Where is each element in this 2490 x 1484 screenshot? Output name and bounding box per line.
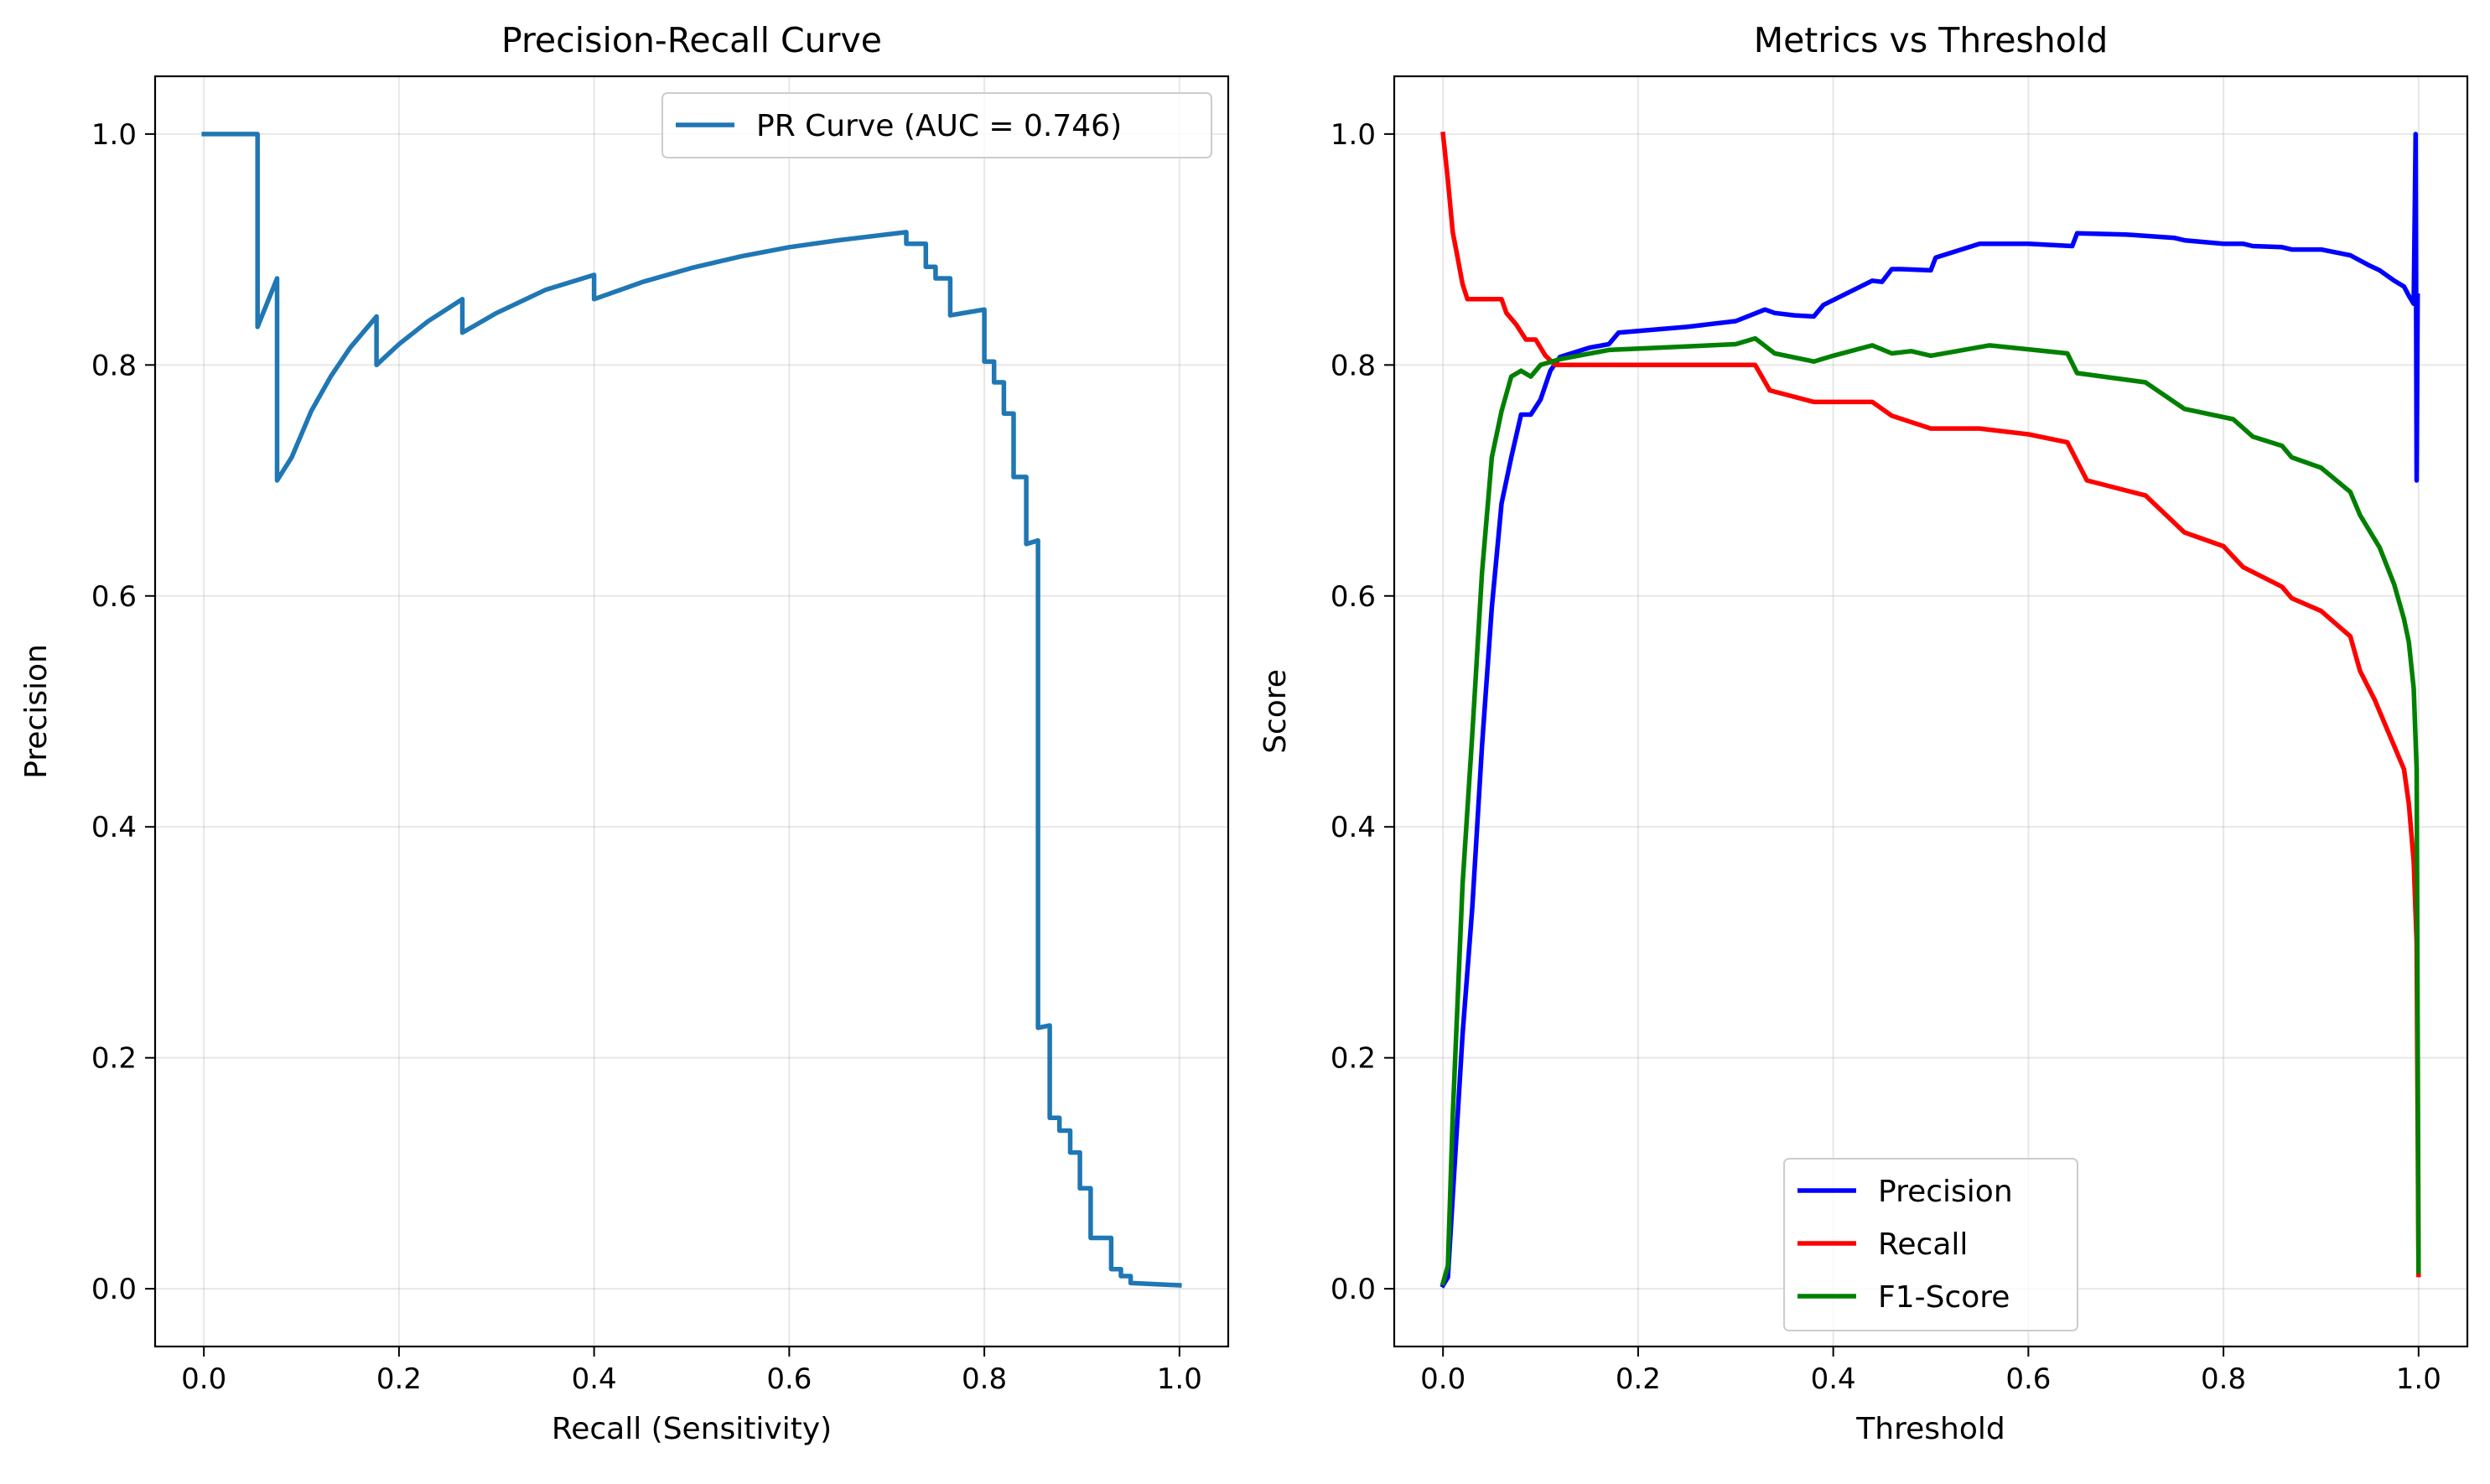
- pr-y-axis-label: Precision: [19, 644, 54, 779]
- pr-x-tick-label: 0.6: [766, 1362, 812, 1396]
- metrics-x-tick-label: 0.6: [2005, 1362, 2051, 1396]
- pr-x-tick-label: 0.4: [572, 1362, 617, 1396]
- pr-y-tick-label: 0.0: [91, 1273, 137, 1306]
- metrics-chart-title: Metrics vs Threshold: [1754, 20, 2109, 60]
- metrics-y-tick-label: 0.6: [1331, 580, 1376, 614]
- pr-y-tick-label: 0.8: [91, 349, 137, 382]
- metrics-x-tick-label: 0.8: [2201, 1362, 2246, 1396]
- pr-chart: 0.0 0.2 0.4 0.6 0.8 1.0 0.0 0.2 0.4 0.6 0.8 1.0 Prec…: [19, 20, 1230, 1446]
- metrics-legend-label-f1-score: F1-Score: [1878, 1280, 2010, 1315]
- metrics-y-tick-label: 0.0: [1331, 1273, 1376, 1306]
- pr-axes-frame: [153, 75, 1230, 1348]
- pr-x-tick-label: 0.2: [376, 1362, 422, 1396]
- metrics-x-tick-label: 0.0: [1420, 1362, 1465, 1396]
- metrics-legend-label-recall: Recall: [1878, 1227, 1968, 1262]
- metrics-y-tick-label: 0.4: [1331, 811, 1376, 844]
- metrics-x-tick-label: 0.4: [1811, 1362, 1856, 1396]
- pr-x-tick-label: 1.0: [1157, 1362, 1202, 1396]
- metrics-y-axis-label: Score: [1258, 669, 1293, 754]
- pr-y-tick-label: 0.2: [91, 1042, 137, 1076]
- pr-y-tick-label: 1.0: [91, 118, 137, 152]
- pr-series-line-pr-curve-auc-0-746: [201, 132, 1182, 1288]
- metrics-y-tick-label: 0.2: [1331, 1042, 1376, 1076]
- metrics-y-tick-label: 1.0: [1331, 118, 1376, 152]
- metrics-x-axis-label: Threshold: [1855, 1412, 2005, 1446]
- metrics-y-tick-label: 0.8: [1331, 349, 1376, 382]
- metrics-x-tick-label: 1.0: [2396, 1362, 2441, 1396]
- pr-x-tick-label: 0.0: [181, 1362, 226, 1396]
- pr-x-axis-label: Recall (Sensitivity): [552, 1412, 832, 1446]
- metrics-series-line-f1-score: [1440, 335, 2421, 1286]
- pr-legend-box: [661, 92, 1212, 158]
- pr-chart-title: Precision-Recall Curve: [501, 20, 882, 60]
- metrics-legend-label-precision: Precision: [1878, 1175, 2013, 1209]
- pr-x-tick-label: 0.8: [962, 1362, 1007, 1396]
- metrics-chart: 0.0 0.2 0.4 0.6 0.8 1.0 0.0 0.2 0.4 0.6 0.8 1.0 Metr…: [1258, 20, 2469, 1446]
- pr-legend: PR Curve (AUC = 0.746): [661, 92, 1212, 158]
- metrics-x-tick-label: 0.2: [1616, 1362, 1661, 1396]
- metrics-legend: Precision Recall F1-Score: [1783, 1158, 2078, 1331]
- metrics-axes-frame: [1393, 75, 2469, 1348]
- metrics-legend-box: [1783, 1158, 2078, 1331]
- pr-legend-label-pr-curve-auc-0-746: PR Curve (AUC = 0.746): [756, 109, 1122, 143]
- pr-y-tick-label: 0.4: [91, 811, 137, 844]
- metrics-series-line-recall: [1440, 131, 2421, 1278]
- pr-y-tick-label: 0.6: [91, 580, 137, 614]
- metrics-series-line-precision: [1440, 132, 2420, 1289]
